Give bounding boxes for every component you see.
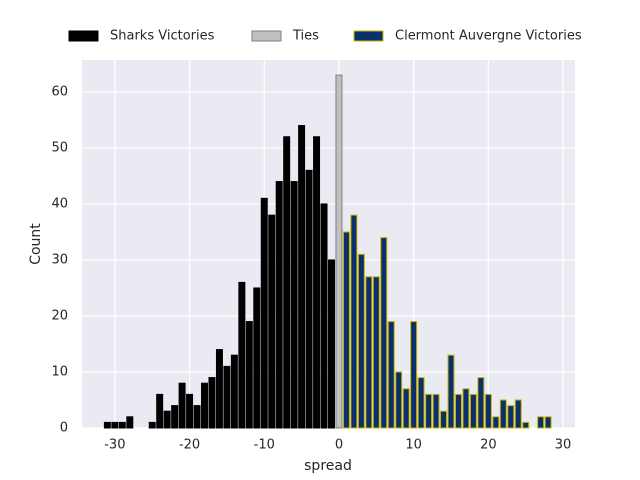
bar bbox=[454, 393, 462, 429]
bar bbox=[477, 377, 485, 429]
bar bbox=[492, 416, 500, 429]
bar bbox=[425, 393, 433, 429]
y-tick-label: 10 bbox=[51, 364, 68, 379]
y-tick-label: 30 bbox=[51, 252, 68, 267]
bar bbox=[245, 321, 253, 429]
bar bbox=[440, 410, 448, 429]
bar bbox=[275, 181, 283, 429]
x-tick-label: -20 bbox=[179, 438, 200, 453]
bar bbox=[320, 203, 328, 429]
x-tick-label: -10 bbox=[254, 438, 275, 453]
bar bbox=[432, 393, 440, 429]
bar bbox=[469, 393, 477, 429]
bar bbox=[522, 421, 530, 429]
bar bbox=[328, 259, 335, 429]
bar bbox=[208, 377, 216, 429]
bar bbox=[462, 388, 470, 429]
bar bbox=[171, 405, 179, 429]
bar bbox=[305, 169, 313, 429]
legend-label: Sharks Victories bbox=[110, 29, 215, 44]
x-tick-label: 20 bbox=[480, 438, 497, 453]
bar bbox=[223, 365, 231, 429]
bar bbox=[357, 253, 365, 429]
y-tick-label: 40 bbox=[51, 196, 68, 211]
bar bbox=[387, 321, 395, 429]
legend-label: Clermont Auvergne Victories bbox=[395, 29, 582, 44]
bar bbox=[186, 393, 194, 429]
bar bbox=[283, 136, 291, 429]
x-axis-label: spread bbox=[304, 458, 352, 474]
bar bbox=[395, 371, 403, 429]
bar bbox=[380, 237, 388, 429]
bar bbox=[350, 214, 358, 429]
y-axis-label: Count bbox=[28, 223, 44, 265]
legend-swatch bbox=[68, 30, 99, 42]
bar bbox=[298, 125, 306, 429]
bar bbox=[193, 405, 201, 429]
bar bbox=[544, 416, 552, 429]
legend-label: Ties bbox=[292, 29, 319, 44]
bar bbox=[111, 421, 119, 429]
bar bbox=[148, 421, 156, 429]
bar bbox=[417, 377, 425, 429]
x-tick-label: 10 bbox=[405, 438, 422, 453]
bar bbox=[238, 281, 246, 429]
bar bbox=[372, 276, 380, 429]
bar bbox=[410, 321, 418, 429]
bar bbox=[156, 393, 164, 429]
bar bbox=[290, 181, 298, 429]
bar bbox=[484, 393, 492, 429]
bar bbox=[507, 405, 515, 429]
bar bbox=[230, 354, 238, 429]
y-tick-label: 60 bbox=[51, 84, 68, 99]
legend-swatch bbox=[251, 30, 282, 42]
y-tick-label: 20 bbox=[51, 308, 68, 323]
bar bbox=[201, 382, 208, 429]
bar bbox=[118, 421, 126, 429]
bar bbox=[268, 214, 276, 429]
bar bbox=[215, 349, 223, 429]
bar bbox=[537, 416, 545, 429]
x-tick-label: 30 bbox=[555, 438, 572, 453]
bar bbox=[514, 399, 522, 429]
bar bbox=[126, 416, 134, 429]
x-tick-label: -30 bbox=[104, 438, 125, 453]
bar bbox=[260, 197, 268, 429]
x-tick-label: 0 bbox=[335, 438, 343, 453]
bar bbox=[402, 388, 410, 429]
bar bbox=[342, 231, 350, 429]
bar bbox=[313, 136, 321, 429]
bar bbox=[103, 421, 111, 429]
bar bbox=[499, 399, 507, 429]
bar bbox=[163, 410, 171, 429]
bar bbox=[253, 287, 261, 429]
bar bbox=[447, 354, 455, 429]
y-tick-label: 0 bbox=[60, 421, 68, 436]
legend-swatch bbox=[353, 30, 384, 42]
bar bbox=[335, 74, 343, 429]
bar bbox=[365, 276, 373, 429]
bar bbox=[178, 382, 186, 429]
y-tick-label: 50 bbox=[51, 140, 68, 155]
